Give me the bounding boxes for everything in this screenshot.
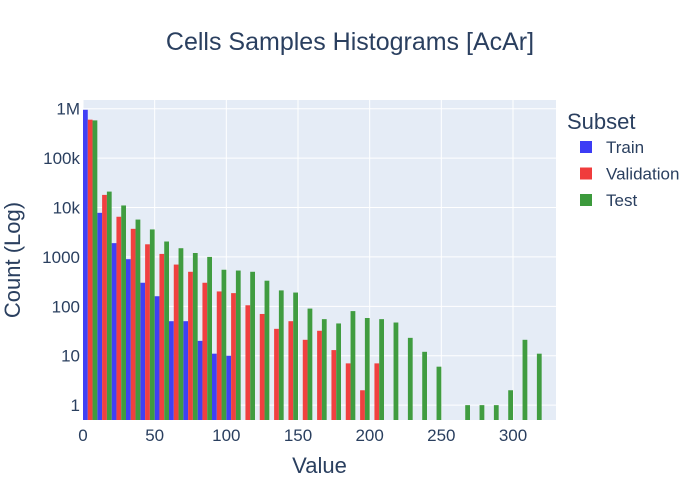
series-validation <box>87 119 380 420</box>
bar <box>345 363 351 420</box>
y-tick-label: 10k <box>53 199 81 218</box>
bar <box>288 321 294 420</box>
bar <box>364 318 370 420</box>
bar <box>235 270 241 420</box>
bar <box>121 205 126 420</box>
bar <box>149 229 155 420</box>
bar <box>479 405 485 420</box>
bar <box>302 339 308 420</box>
bar <box>178 248 184 420</box>
y-tick-label: 100 <box>52 297 80 316</box>
bar <box>202 282 208 420</box>
bar <box>212 353 217 420</box>
chart-title: Cells Samples Histograms [AcAr] <box>166 28 534 56</box>
y-tick-label: 1M <box>56 100 80 119</box>
x-tick-label: 50 <box>145 426 164 445</box>
y-tick-label: 10 <box>61 347 80 366</box>
bar <box>422 351 427 420</box>
bars <box>83 109 542 421</box>
bar <box>264 280 270 420</box>
legend-item: Train <box>580 138 644 157</box>
bar <box>393 322 399 420</box>
bar <box>336 323 341 420</box>
x-tick-label: 100 <box>212 426 240 445</box>
bar <box>522 339 528 420</box>
bar <box>102 194 107 420</box>
bar <box>197 340 203 420</box>
bar <box>250 271 255 420</box>
bar <box>221 269 227 420</box>
bar <box>331 350 337 420</box>
bar <box>159 253 165 420</box>
x-tick-label: 250 <box>427 426 455 445</box>
bar <box>164 241 169 420</box>
x-axis-ticks: 0 50 100 150 200 250 300 <box>78 426 527 445</box>
legend-label: Test <box>606 191 637 210</box>
bar <box>226 355 232 420</box>
bar <box>278 290 284 420</box>
x-tick-label: 200 <box>355 426 383 445</box>
x-tick-label: 300 <box>499 426 527 445</box>
x-axis-title: Value <box>292 453 347 478</box>
bar <box>436 366 442 420</box>
bar <box>111 243 117 420</box>
y-axis-title: Count (Log) <box>0 202 25 318</box>
x-tick-label: 150 <box>284 426 312 445</box>
legend-label: Train <box>606 138 644 157</box>
legend-item: Validation <box>580 165 679 184</box>
bar <box>536 353 542 420</box>
y-tick-label: 1 <box>71 396 80 415</box>
bar <box>374 363 380 420</box>
bar <box>321 319 327 420</box>
legend-item: Test <box>580 191 637 210</box>
bar <box>293 292 298 420</box>
legend-swatch <box>580 167 592 180</box>
legend-items: Train Validation Test <box>580 138 679 210</box>
bar <box>130 228 136 420</box>
bar <box>245 305 251 420</box>
bar <box>97 212 103 420</box>
bar <box>317 330 322 420</box>
bar <box>360 390 365 420</box>
x-tick-label: 0 <box>78 426 87 445</box>
series-test <box>92 120 542 421</box>
y-axis-ticks: 1 10 100 1000 10k 100k 1M <box>42 100 80 415</box>
bar <box>465 405 470 420</box>
bar <box>231 293 236 420</box>
bar <box>508 390 513 420</box>
series-train <box>83 109 232 420</box>
y-tick-label: 100k <box>43 149 80 168</box>
bar <box>216 291 222 420</box>
legend-swatch <box>580 141 592 153</box>
bar <box>259 313 265 420</box>
bar <box>116 216 122 420</box>
bar <box>192 253 198 420</box>
bar <box>207 256 212 420</box>
bar <box>188 271 193 420</box>
bar <box>83 109 88 420</box>
bar <box>493 405 499 420</box>
bar <box>274 328 279 420</box>
bar <box>140 282 146 420</box>
bar <box>350 311 356 420</box>
bar <box>87 119 93 420</box>
bar <box>379 319 384 420</box>
bar <box>183 321 189 420</box>
legend-title: Subset <box>567 109 636 134</box>
bar <box>173 264 179 420</box>
legend: Subset Train Validation Test <box>567 109 679 210</box>
bar <box>92 120 98 421</box>
bar <box>145 244 150 420</box>
bar <box>135 219 141 420</box>
legend-swatch <box>580 194 592 206</box>
bar <box>126 259 131 420</box>
legend-label: Validation <box>606 165 679 184</box>
bar <box>307 308 313 420</box>
bar <box>407 337 413 420</box>
bar <box>106 191 112 420</box>
bar <box>154 296 160 420</box>
bar <box>169 321 174 420</box>
y-tick-label: 1000 <box>42 248 80 267</box>
